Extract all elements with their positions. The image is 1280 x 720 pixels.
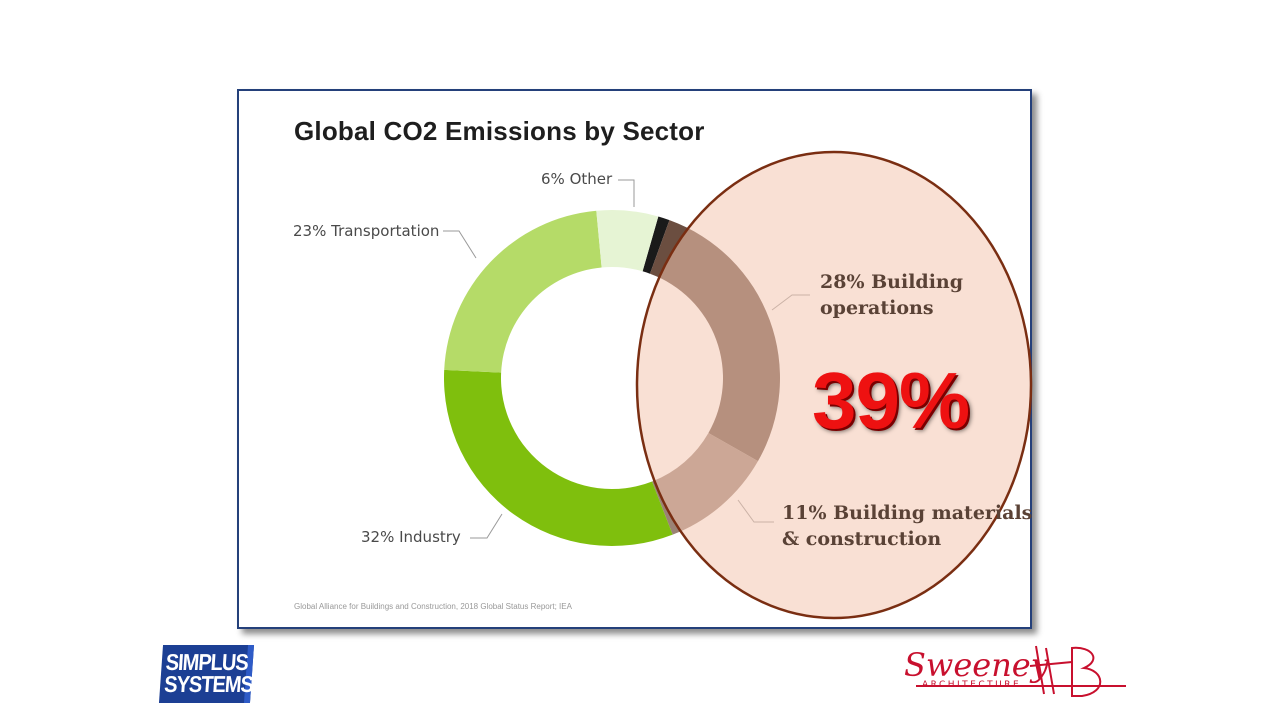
label-transportation: 23% Transportation	[293, 222, 440, 240]
slice-industry	[443, 369, 673, 547]
simplus-systems-logo: SIMPLUS SYSTEMS	[158, 645, 255, 703]
highlight-ellipse	[635, 150, 1033, 620]
label-building-mat: 11% Building materials & construction	[782, 500, 1032, 552]
label-other: 6% Other	[541, 170, 613, 188]
sweeney-architecture-logo: Sweeney ARCHITECTURE	[896, 636, 1126, 706]
combined-share-callout: 39%	[812, 356, 970, 445]
leader-transportation	[443, 230, 477, 259]
slice-transportation	[444, 210, 602, 373]
slice-divider-dark	[642, 216, 670, 274]
label-building-ops-line1: 28% Building	[820, 271, 964, 293]
label-building-mat-line1: 11% Building materials	[782, 502, 1033, 524]
source-note: Global Alliance for Buildings and Constr…	[294, 602, 572, 611]
label-building-ops: 28% Building operations	[820, 269, 963, 321]
label-building-ops-line2: operations	[820, 297, 934, 319]
label-industry: 32% Industry	[361, 528, 461, 546]
chart-title: Global CO2 Emissions by Sector	[294, 116, 705, 146]
label-building-mat-line2: & construction	[782, 528, 942, 550]
sweeney-logo-name: Sweeney	[904, 646, 1049, 684]
sweeney-monogram-icon	[916, 645, 1126, 697]
leader-other	[618, 179, 635, 207]
simplus-logo-line2: SYSTEMS	[163, 672, 254, 698]
leader-industry	[470, 513, 503, 539]
slice-other	[596, 210, 659, 272]
